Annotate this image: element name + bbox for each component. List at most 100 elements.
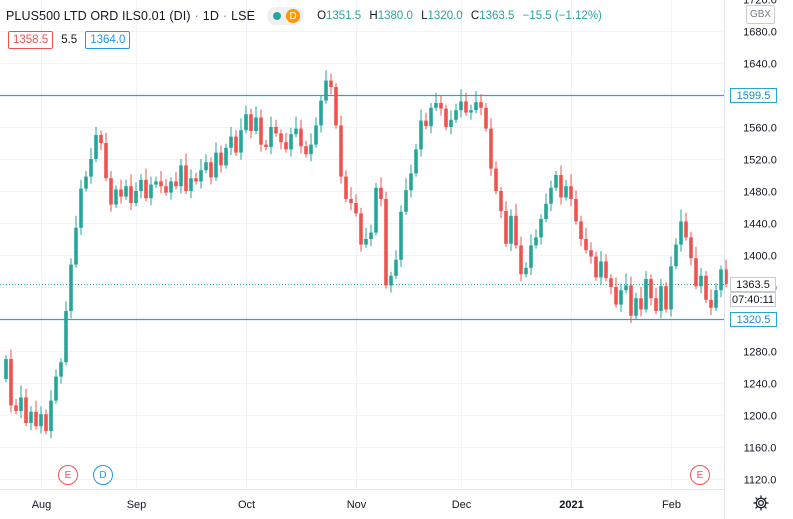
settings-gear-icon[interactable]	[752, 494, 770, 512]
candle-body	[39, 414, 43, 426]
candle-body	[499, 191, 503, 211]
candle-body	[609, 278, 613, 287]
y-tick-label: 1640.0	[743, 59, 777, 71]
candle-body	[664, 286, 668, 309]
candle-body	[349, 199, 353, 203]
interval-label[interactable]: 1D	[203, 9, 219, 23]
candle-body	[29, 412, 33, 423]
candle-body	[134, 191, 138, 203]
candle-body	[424, 121, 428, 127]
candle-body	[574, 199, 578, 221]
candle-body	[19, 397, 23, 411]
buy-button[interactable]: 1364.0	[85, 31, 130, 49]
candle-body	[529, 245, 533, 267]
y-tick-label: 1120.0	[744, 475, 777, 487]
y-tick-label: 1160.0	[744, 443, 777, 455]
candle-body	[489, 129, 493, 169]
candle-body	[354, 203, 358, 213]
candle-body	[704, 276, 708, 300]
candle-body	[534, 237, 538, 245]
candle-body	[719, 269, 723, 290]
candle-body	[559, 175, 563, 197]
candle-body	[414, 149, 418, 173]
candle-body	[539, 219, 543, 237]
candle-body	[419, 121, 423, 150]
candle-body	[279, 133, 283, 142]
low-value: 1320.0	[428, 10, 463, 22]
y-tick-label: 1440.0	[743, 219, 777, 231]
candle-body	[459, 101, 463, 110]
currency-label[interactable]: GBX	[746, 5, 775, 24]
high-value: 1380.0	[378, 10, 413, 22]
candle-body	[314, 125, 318, 144]
candle-body	[384, 199, 388, 285]
candle-body	[594, 257, 598, 278]
candle-body	[299, 129, 303, 147]
candle-body	[474, 102, 478, 110]
candle-body	[679, 221, 683, 244]
y-tick-label: 1480.0	[743, 187, 777, 199]
candle-body	[604, 261, 608, 278]
sell-button[interactable]: 1358.5	[8, 31, 53, 49]
candle-body	[444, 109, 448, 127]
x-tick-label: Aug	[32, 499, 52, 511]
candle-body	[309, 145, 313, 155]
candle-body	[649, 279, 653, 298]
candle-body	[129, 186, 133, 203]
x-tick-label: Nov	[347, 499, 367, 511]
candle-body	[4, 359, 8, 379]
candle-body	[224, 148, 228, 166]
y-tick-label: 1240.0	[743, 379, 777, 391]
candle-body	[324, 81, 328, 101]
candle-body	[54, 377, 58, 401]
candle-body	[429, 108, 433, 126]
market-open-dot-icon	[273, 12, 281, 20]
candle-body	[454, 110, 458, 120]
candle-body	[259, 117, 263, 144]
candle-body	[69, 265, 73, 311]
earnings-event-icon[interactable]: E	[58, 465, 78, 485]
candle-body	[404, 190, 408, 212]
candle-body	[569, 186, 573, 199]
candle-body	[699, 276, 703, 286]
candle-body	[564, 186, 568, 197]
candle-body	[629, 285, 633, 315]
candle-body	[274, 127, 278, 133]
candle-body	[364, 239, 368, 245]
candle-body	[159, 181, 163, 186]
close-label: C	[471, 10, 479, 22]
earnings-event-icon[interactable]: E	[690, 465, 710, 485]
y-tick-label: 1200.0	[743, 411, 777, 423]
candle-body	[124, 186, 128, 196]
candle-body	[469, 110, 473, 112]
bar-close-countdown: 07:40:11	[730, 292, 776, 307]
candle-body	[139, 180, 143, 191]
candle-body	[119, 189, 123, 196]
x-tick-label: Dec	[452, 499, 472, 511]
candle-body	[369, 233, 373, 239]
x-tick-label: Sep	[127, 499, 147, 511]
candle-body	[84, 177, 88, 189]
candle-body	[549, 188, 553, 204]
candle-body	[149, 185, 153, 199]
candle-body	[684, 221, 688, 237]
dividend-event-icon[interactable]: D	[93, 465, 113, 485]
candle-body	[189, 178, 193, 191]
symbol-title[interactable]: PLUS500 LTD ORD ILS0.01 (DI)	[6, 9, 191, 23]
candle-body	[89, 159, 93, 177]
candle-body	[484, 108, 488, 129]
candle-body	[219, 153, 223, 166]
candle-body	[479, 102, 483, 108]
y-tick-label: 1400.0	[743, 251, 777, 263]
chart-header: PLUS500 LTD ORD ILS0.01 (DI) · 1D · LSE …	[6, 6, 607, 26]
open-value: 1351.5	[326, 10, 361, 22]
candle-body	[174, 181, 178, 186]
candle-body	[239, 130, 243, 152]
market-status-pill[interactable]: D	[267, 7, 303, 25]
candle-body	[639, 298, 643, 309]
candle-body	[24, 397, 28, 423]
separator: ·	[195, 9, 199, 23]
candle-body	[674, 245, 678, 267]
candle-body	[544, 204, 548, 219]
